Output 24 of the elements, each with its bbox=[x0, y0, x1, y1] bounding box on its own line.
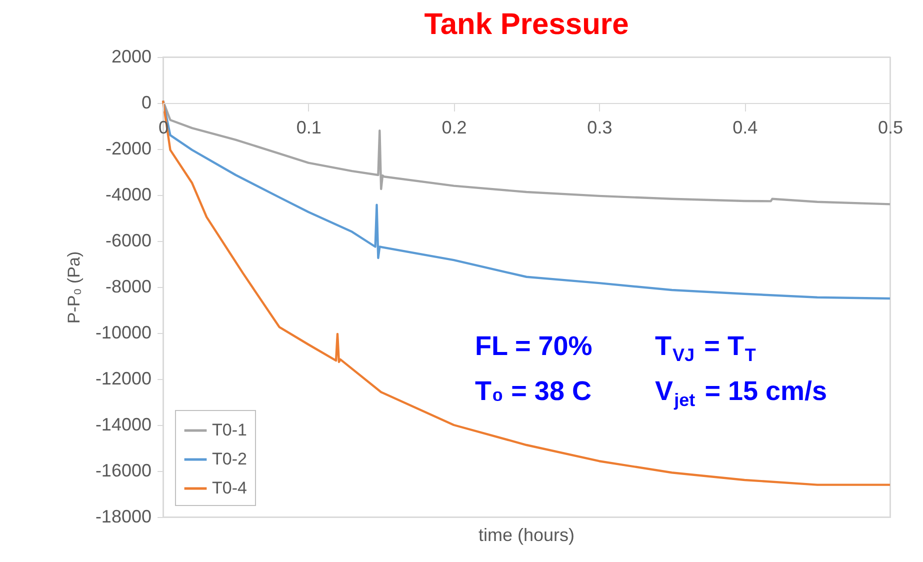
y-tick-label: -2000 bbox=[105, 138, 152, 158]
y-axis-title: P-P₀ (Pa) bbox=[64, 251, 84, 324]
y-tick-label: -14000 bbox=[95, 414, 152, 434]
x-axis-title: time (hours) bbox=[478, 525, 575, 545]
x-tick-label: 0.3 bbox=[587, 118, 612, 138]
y-tick-label: -18000 bbox=[95, 506, 152, 526]
legend-label: T0-2 bbox=[212, 450, 247, 468]
legend-label: T0-4 bbox=[212, 478, 247, 498]
y-tick-label: -8000 bbox=[105, 276, 152, 296]
y-tick-label: 2000 bbox=[111, 46, 152, 66]
chart-title: Tank Pressure bbox=[424, 8, 629, 41]
x-tick-label: 0.1 bbox=[296, 118, 322, 138]
x-tick-label: 0.5 bbox=[878, 118, 904, 138]
annotation: T₀ = 38 C bbox=[475, 376, 592, 406]
y-tick-label: -10000 bbox=[95, 322, 152, 342]
x-tick-label: 0.2 bbox=[442, 118, 467, 138]
y-tick-label: -12000 bbox=[95, 368, 152, 388]
legend-label: T0-1 bbox=[212, 420, 247, 440]
x-tick-label: 0.4 bbox=[732, 118, 758, 138]
y-tick-label: -4000 bbox=[105, 184, 152, 204]
annotation: FL = 70% bbox=[475, 331, 592, 361]
y-tick-label: -16000 bbox=[95, 460, 152, 480]
y-tick-label: 0 bbox=[141, 92, 152, 112]
y-tick-label: -6000 bbox=[105, 230, 152, 250]
